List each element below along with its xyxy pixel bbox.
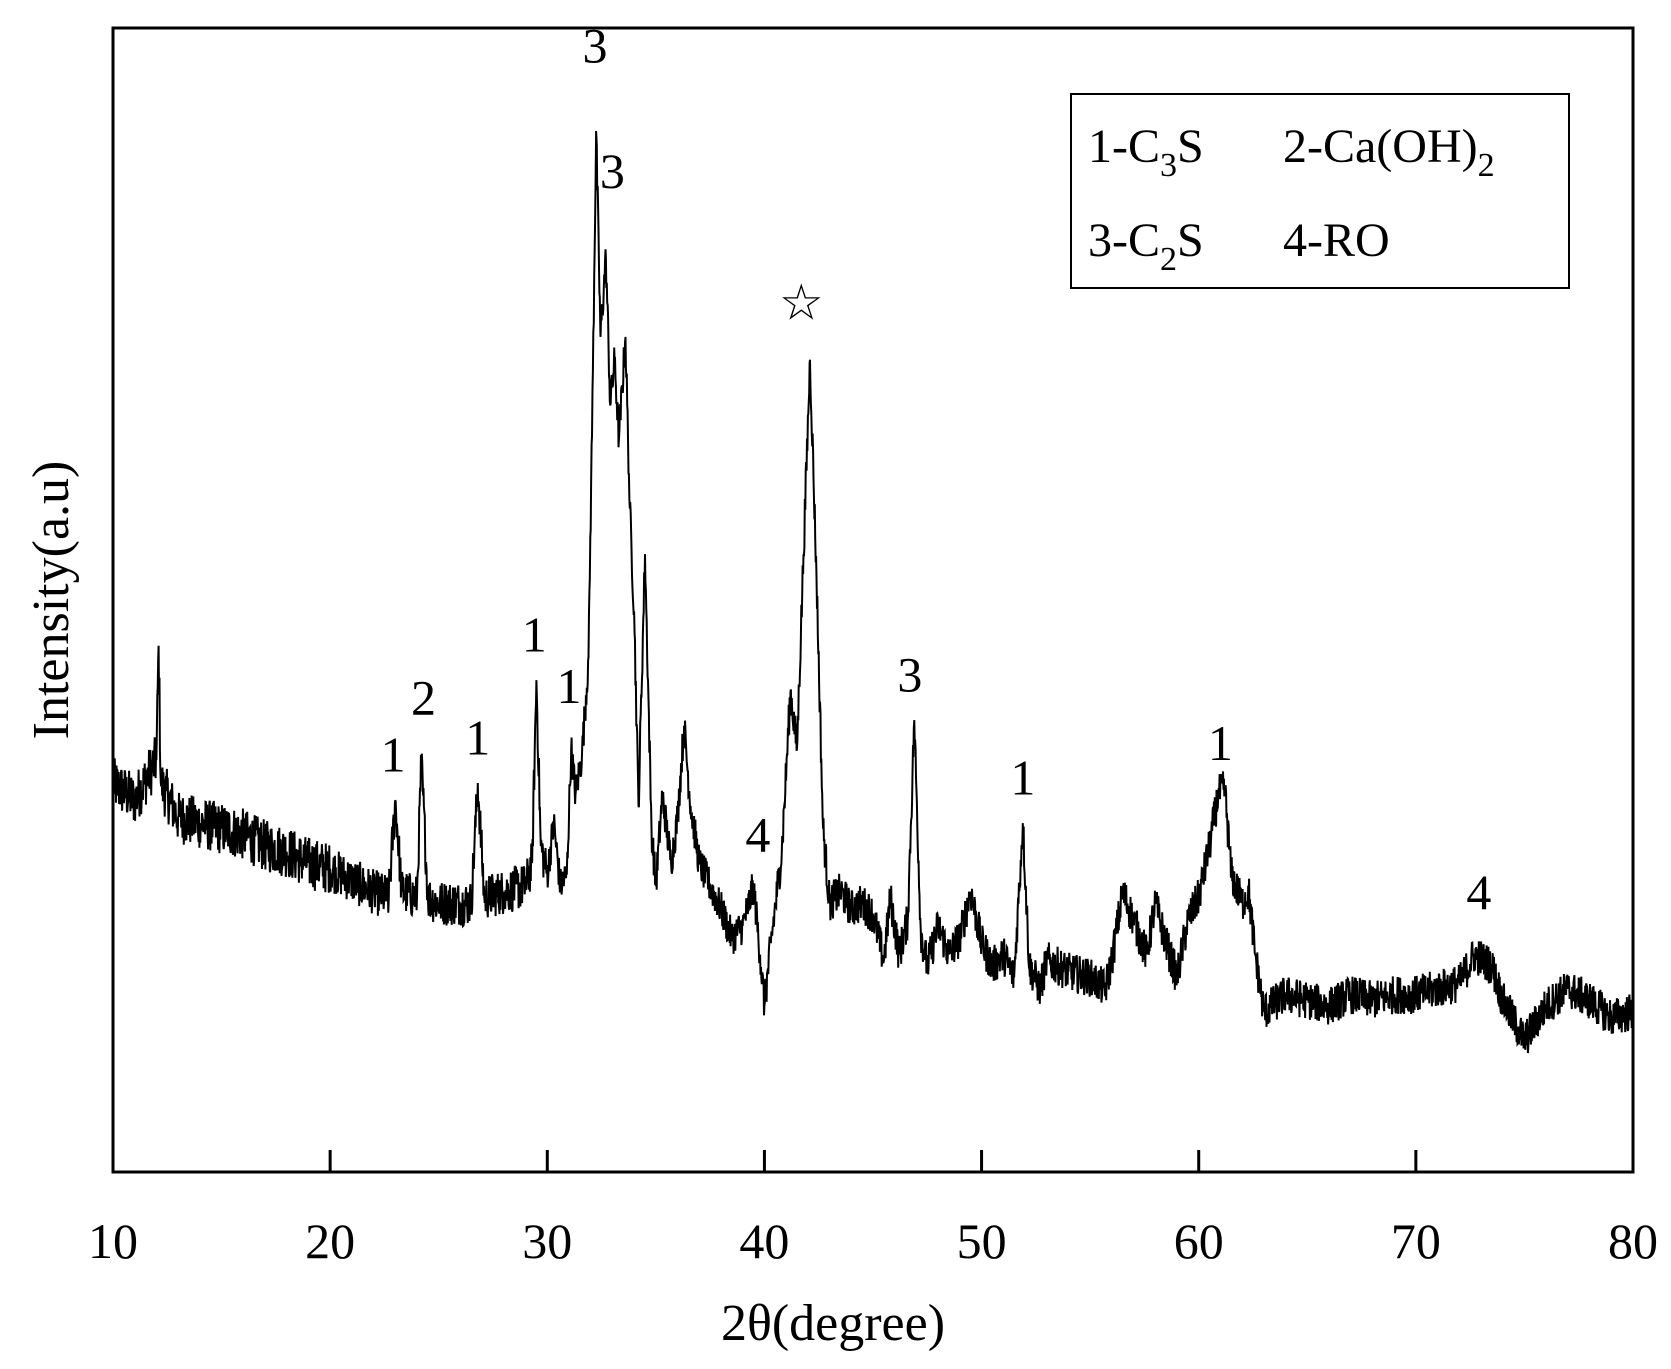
legend-item-text: 1-C — [1088, 120, 1160, 173]
legend-item-3: 3-C2S — [1088, 214, 1204, 278]
peak-label-1: 1 — [465, 709, 490, 765]
legend-item-2: 2-Ca(OH)2 — [1283, 120, 1495, 184]
x-tick-label: 70 — [1391, 1213, 1441, 1269]
plot-frame — [111, 26, 1635, 1174]
peak-label-1: 1 — [381, 727, 406, 783]
legend: 1-C3S 2-Ca(OH)23-C2S 4-RO — [1070, 93, 1570, 289]
xrd-pattern-line — [112, 130, 1634, 1054]
legend-item-subscript: 2 — [1478, 147, 1495, 184]
legend-item-text: 4-RO — [1283, 214, 1390, 267]
peak-label-2: 2 — [411, 669, 436, 725]
peak-label-1: 1 — [557, 658, 582, 714]
peak-label-3: 3 — [897, 647, 922, 703]
x-axis-tick-labels: 10 20 30 40 50 60 70 80 — [88, 1213, 1658, 1269]
x-tick-label: 30 — [522, 1213, 572, 1269]
peak-label-3: 3 — [600, 143, 625, 199]
legend-item-tail: S — [1177, 120, 1204, 173]
peak-label-4: 4 — [1466, 864, 1491, 920]
legend-item-4: 4-RO — [1283, 214, 1390, 267]
peak-label-1: 1 — [522, 606, 547, 662]
peak-label-1: 1 — [1208, 715, 1233, 771]
peak-label-3: 3 — [583, 17, 608, 73]
legend-box — [1070, 93, 1570, 289]
x-axis-ticks — [111, 1150, 1635, 1172]
star-marker-icon: ☆ — [779, 275, 824, 331]
x-tick-label: 10 — [88, 1213, 138, 1269]
x-tick-label: 20 — [305, 1213, 355, 1269]
legend-item-text: 2-Ca(OH) — [1283, 120, 1478, 173]
peak-label-1: 1 — [1010, 749, 1035, 805]
legend-item-subscript: 2 — [1160, 241, 1177, 278]
x-tick-label: 60 — [1174, 1213, 1224, 1269]
x-tick-label: 50 — [957, 1213, 1007, 1269]
legend-item-text: 3-C — [1088, 214, 1160, 267]
peak-label-4: 4 — [745, 807, 770, 863]
legend-item-tail: S — [1177, 214, 1204, 267]
x-axis-label: 2θ(degree) — [721, 1295, 945, 1352]
x-tick-label: 80 — [1608, 1213, 1658, 1269]
y-axis-label: Intensity(a.u) — [23, 461, 80, 740]
legend-item-subscript: 3 — [1160, 147, 1177, 184]
x-tick-label: 40 — [739, 1213, 789, 1269]
legend-item-1: 1-C3S — [1088, 120, 1204, 184]
